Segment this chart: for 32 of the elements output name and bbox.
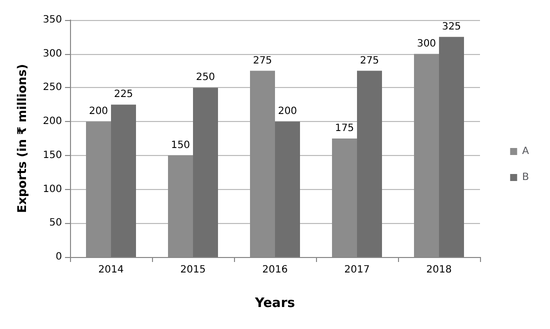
legend-label: A bbox=[522, 146, 530, 157]
x-tick-label: 2018 bbox=[426, 264, 452, 276]
bar bbox=[439, 36, 464, 257]
x-tick-label: 2016 bbox=[262, 264, 288, 276]
y-tick-label: 50 bbox=[49, 218, 62, 229]
bar bbox=[357, 70, 382, 257]
data-label: 175 bbox=[334, 123, 354, 134]
y-tick-label: 250 bbox=[42, 82, 62, 94]
x-tick-label: 2017 bbox=[344, 264, 370, 276]
data-label: 250 bbox=[196, 72, 216, 84]
y-axis-title: Exports (in ₹ millions) bbox=[15, 64, 29, 213]
y-tick-label: 100 bbox=[42, 184, 62, 195]
y-tick-label: 200 bbox=[42, 116, 62, 128]
y-tick-label: 0 bbox=[56, 252, 62, 262]
y-tick-label: 300 bbox=[42, 48, 62, 60]
bar bbox=[275, 122, 300, 257]
x-axis-title: Years bbox=[254, 296, 296, 311]
data-label: 300 bbox=[416, 38, 436, 50]
data-label: 325 bbox=[442, 21, 462, 32]
data-label: 200 bbox=[88, 106, 108, 118]
data-label: 275 bbox=[252, 55, 272, 66]
x-tick-label: 2014 bbox=[98, 264, 124, 276]
bar bbox=[111, 104, 136, 257]
data-label: 150 bbox=[170, 140, 190, 151]
data-label: 275 bbox=[360, 55, 380, 66]
data-label: 225 bbox=[114, 89, 134, 100]
legend-label: B bbox=[522, 172, 530, 183]
data-label: 200 bbox=[278, 106, 298, 118]
y-tick-label: 350 bbox=[42, 14, 62, 26]
x-tick-label: 2015 bbox=[180, 264, 206, 276]
bar bbox=[193, 88, 218, 257]
y-tick-label: 150 bbox=[42, 150, 62, 161]
